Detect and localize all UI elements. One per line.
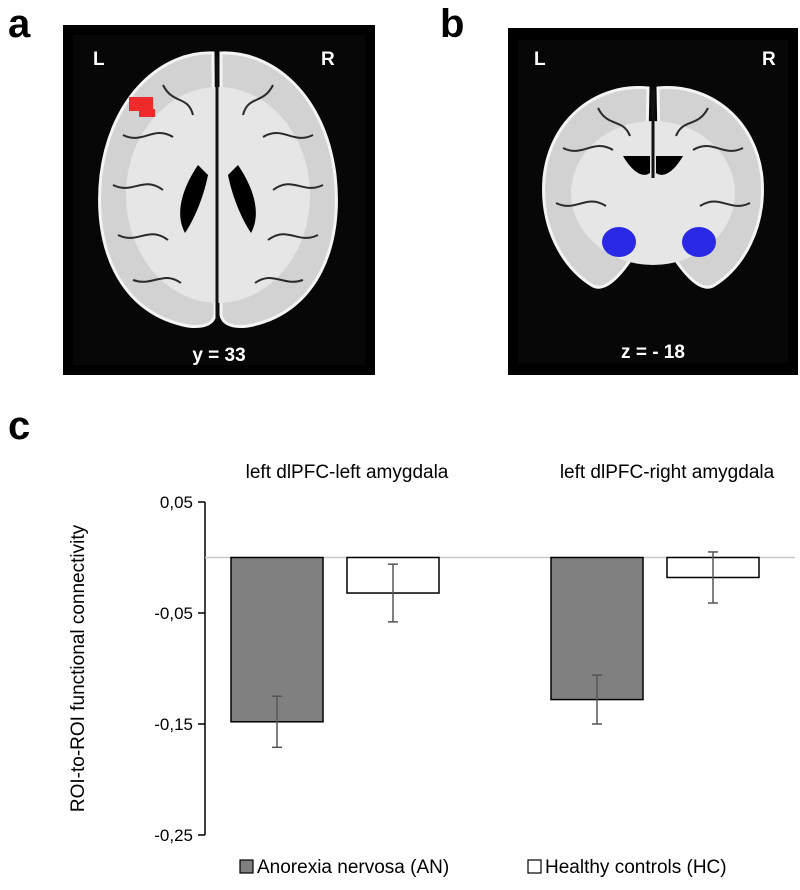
legend-label: Anorexia nervosa (AN) bbox=[257, 857, 449, 878]
legend-swatch bbox=[239, 859, 254, 874]
panel-letter-a: a bbox=[8, 2, 31, 46]
bar-an bbox=[230, 556, 324, 723]
legend-swatch bbox=[527, 859, 542, 874]
legend-item-hc: Healthy controls (HC) bbox=[527, 857, 727, 878]
legend-item-an: Anorexia nervosa (AN) bbox=[239, 857, 449, 878]
amygdala-roi-markers bbox=[602, 227, 716, 257]
brain-image-coronal: L R z = - 18 bbox=[508, 28, 798, 375]
slice-coordinate-label: z = - 18 bbox=[621, 342, 685, 363]
brain-image-axial: L R y = 33 bbox=[63, 25, 375, 375]
right-side-label: R bbox=[321, 49, 335, 70]
error-bar bbox=[708, 551, 718, 604]
dlpfc-roi-marker bbox=[129, 97, 155, 117]
right-side-label: R bbox=[762, 49, 776, 70]
error-bar bbox=[388, 563, 398, 623]
slice-coordinate-label: y = 33 bbox=[192, 345, 245, 366]
panel-letter-b: b bbox=[440, 2, 465, 46]
connectivity-bar-chart: ROI-to-ROI functional connectivity 0,05 -… bbox=[68, 462, 795, 878]
left-side-label: L bbox=[93, 49, 105, 70]
y-axis-label: ROI-to-ROI functional connectivity bbox=[68, 524, 89, 812]
category-label: left dlPFC-left amygdala bbox=[246, 462, 449, 483]
y-tick-label: -0,15 bbox=[154, 715, 193, 734]
legend-label: Healthy controls (HC) bbox=[545, 857, 727, 878]
y-tick-label: -0,05 bbox=[154, 604, 193, 623]
error-bar bbox=[592, 674, 602, 725]
y-tick-label: 0,05 bbox=[160, 493, 193, 512]
category-label: left dlPFC-right amygdala bbox=[560, 462, 775, 483]
error-bar bbox=[272, 695, 282, 749]
panel-letter-c: c bbox=[8, 404, 31, 448]
y-tick-label: -0,25 bbox=[154, 826, 193, 845]
left-side-label: L bbox=[534, 49, 546, 70]
